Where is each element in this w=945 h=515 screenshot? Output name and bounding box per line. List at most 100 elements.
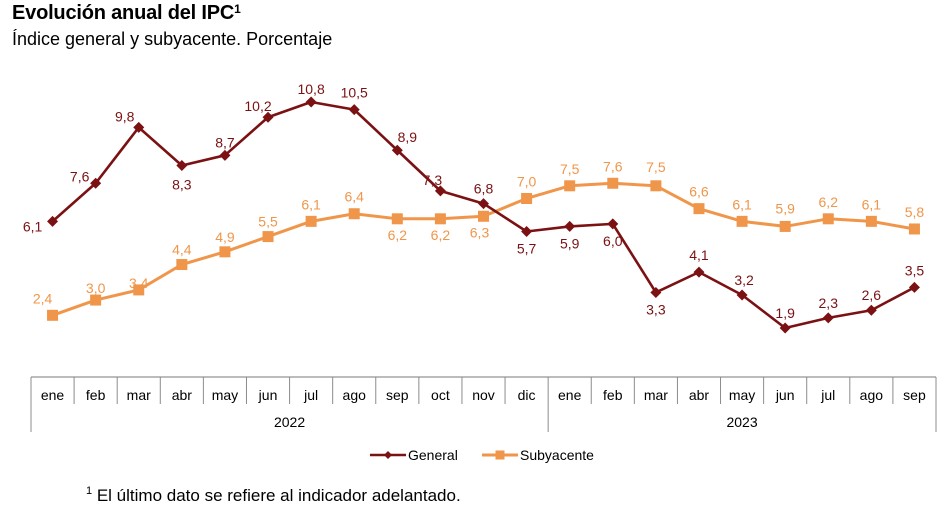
data-point-subyacente — [779, 220, 791, 232]
data-label-subyacente: 7,6 — [603, 158, 623, 174]
data-point-general — [348, 104, 360, 116]
data-label-general: 7,3 — [423, 172, 443, 188]
data-label-general: 3,5 — [905, 262, 925, 278]
data-label-general: 6,0 — [603, 233, 623, 249]
x-tick-label: ene — [558, 387, 582, 403]
data-point-general — [693, 266, 705, 278]
x-tick-label: ene — [41, 387, 65, 403]
data-label-subyacente: 5,8 — [905, 204, 925, 220]
data-label-subyacente: 6,6 — [689, 184, 709, 200]
data-label-general: 10,8 — [297, 81, 324, 97]
data-point-general — [90, 177, 102, 189]
data-label-subyacente: 6,2 — [431, 227, 451, 243]
x-tick-label: oct — [431, 387, 450, 403]
data-label-subyacente: 6,3 — [470, 224, 490, 240]
data-point-subyacente — [478, 210, 489, 222]
x-tick-label: may — [729, 387, 755, 403]
data-label-subyacente: 5,5 — [258, 214, 278, 230]
x-tick-label: abr — [689, 387, 710, 403]
legend-marker-square — [495, 450, 505, 460]
data-point-subyacente — [650, 180, 662, 192]
data-point-subyacente — [521, 192, 533, 204]
data-point-subyacente — [133, 284, 145, 296]
data-point-subyacente — [822, 213, 834, 225]
data-label-general: 2,3 — [819, 295, 839, 311]
data-point-general — [564, 220, 576, 232]
data-point-general — [133, 121, 145, 133]
data-label-general: 6,1 — [23, 218, 43, 234]
data-label-general: 5,9 — [560, 235, 580, 251]
data-label-subyacente: 3,0 — [86, 280, 106, 296]
data-label-subyacente: 5,9 — [775, 200, 795, 216]
x-tick-label: jul — [820, 387, 835, 403]
footnote-text: El último dato se refiere al indicador a… — [92, 486, 461, 505]
data-point-general — [305, 96, 317, 108]
data-point-subyacente — [391, 213, 403, 225]
series-subyacente — [47, 177, 920, 321]
data-label-general: 8,3 — [172, 176, 192, 192]
data-label-subyacente: 7,0 — [517, 173, 537, 189]
data-point-general — [176, 159, 188, 171]
data-point-general — [650, 286, 662, 298]
data-label-general: 5,7 — [517, 241, 537, 257]
data-label-subyacente: 6,1 — [862, 196, 882, 212]
legend-label: Subyacente — [520, 447, 594, 463]
line-chart: ene feb mar abr may jun jul ago sep oct nov dic ene f… — [23, 81, 937, 463]
data-label-general: 3,2 — [734, 272, 754, 288]
data-point-general — [607, 218, 619, 230]
data-point-general — [736, 289, 748, 301]
data-label-general: 3,3 — [646, 301, 666, 317]
data-point-general — [908, 281, 920, 293]
data-label-subyacente: 7,5 — [646, 159, 666, 175]
data-label-subyacente: 6,2 — [388, 227, 408, 243]
data-point-subyacente — [176, 259, 188, 271]
legend-marker-diamond — [384, 451, 392, 459]
footnote-marker: 1 — [86, 485, 93, 497]
data-point-general — [434, 185, 446, 197]
year-label: 2022 — [274, 414, 305, 430]
x-tick-label: nov — [472, 387, 495, 403]
data-point-general — [262, 111, 274, 123]
data-point-subyacente — [47, 309, 59, 321]
data-point-general — [822, 312, 834, 324]
data-label-general: 6,8 — [474, 181, 494, 197]
data-label-general: 10,5 — [341, 85, 368, 101]
footnote: 1 El último dato se refiere al indicador… — [86, 485, 461, 506]
data-point-general — [779, 322, 791, 334]
data-label-general: 8,9 — [398, 129, 418, 145]
data-point-general — [391, 144, 403, 156]
data-label-subyacente: 6,1 — [732, 196, 752, 212]
data-point-subyacente — [736, 215, 748, 227]
data-point-subyacente — [865, 215, 877, 227]
data-label-general: 8,7 — [215, 134, 235, 150]
series-layer — [47, 96, 920, 334]
x-tick-label: mar — [644, 387, 668, 403]
x-tick-label: mar — [127, 387, 151, 403]
data-label-general: 4,1 — [689, 247, 709, 263]
data-label-subyacente: 3,4 — [129, 275, 149, 291]
data-label-subyacente: 4,4 — [172, 242, 192, 258]
x-tick-label: jun — [258, 387, 278, 403]
data-point-subyacente — [305, 215, 317, 227]
legend: General Subyacente — [370, 447, 594, 463]
data-label-general: 7,6 — [70, 168, 90, 184]
data-point-subyacente — [693, 203, 705, 215]
x-tick-label: may — [212, 387, 238, 403]
x-tick-label: sep — [903, 387, 926, 403]
data-point-subyacente — [908, 223, 920, 235]
data-label-subyacente: 4,9 — [215, 229, 235, 245]
x-tick-label: abr — [172, 387, 193, 403]
legend-item-general: General — [370, 447, 458, 463]
data-label-general: 10,2 — [244, 98, 271, 114]
x-tick-label: sep — [386, 387, 409, 403]
data-point-subyacente — [219, 246, 231, 258]
data-label-general: 2,6 — [862, 287, 882, 303]
x-tick-label: feb — [603, 387, 623, 403]
data-label-subyacente: 6,4 — [344, 189, 364, 205]
legend-item-subyacente: Subyacente — [482, 447, 594, 463]
data-label-subyacente: 2,4 — [33, 290, 53, 306]
data-point-subyacente — [434, 213, 446, 225]
x-tick-label: ago — [343, 387, 367, 403]
legend-label: General — [408, 447, 458, 463]
chart-title-text: Evolución anual del IPC — [12, 2, 235, 24]
